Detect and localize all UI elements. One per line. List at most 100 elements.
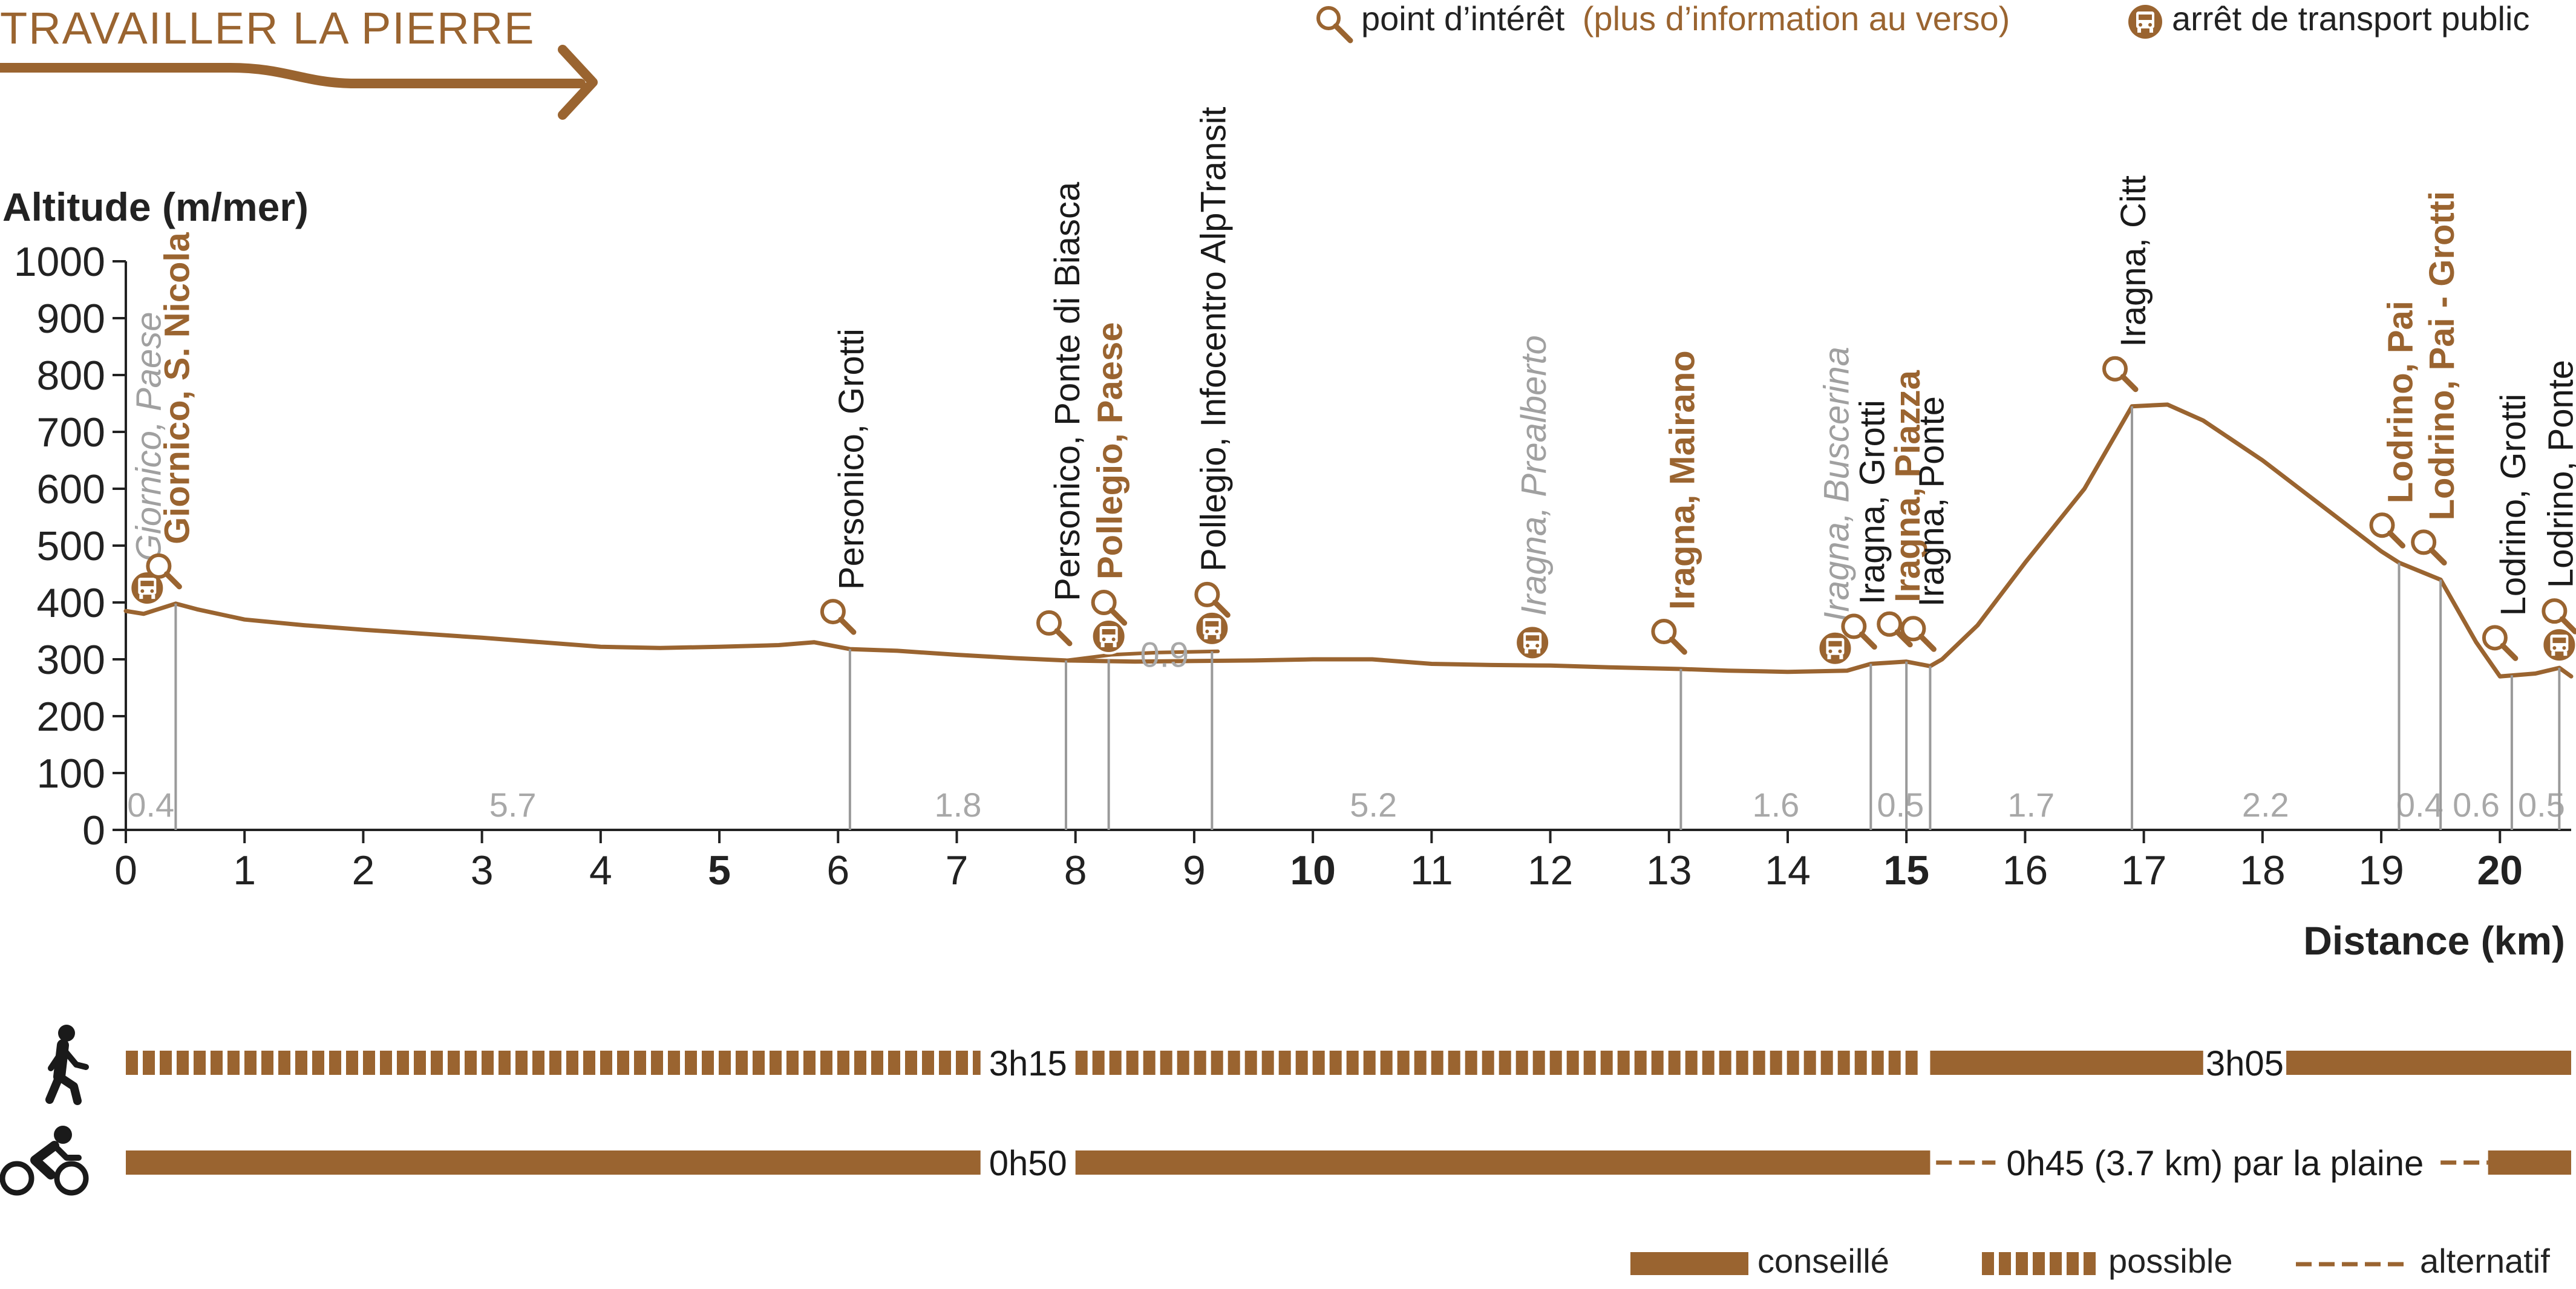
bike-track: 0h50 0h45 (3.7 km) par la plaine (126, 1144, 2571, 1183)
legend-poi-highlight: (plus d’information au verso) (1583, 0, 2010, 38)
waypoint-label: Iragna, Grotti (1852, 400, 1892, 604)
bus-stop-icon (129, 570, 166, 607)
y-tick-label: 500 (37, 523, 105, 569)
legend-alternatif-label: alternatif (2420, 1242, 2550, 1280)
bus-stop-icon (2541, 627, 2576, 664)
waypoint: Iragna, Ponte (1900, 396, 1951, 830)
legend-bus-icon (2128, 5, 2162, 39)
waypoint-label: Iragna, Piazza (1888, 370, 1927, 602)
y-tick-label: 800 (37, 353, 105, 399)
magnifier-icon (1036, 610, 1073, 647)
magnifier-icon (146, 553, 182, 590)
x-tick-label: 11 (1410, 847, 1453, 893)
title-arrow (0, 45, 598, 120)
segment-distance-label: 0.4 (127, 786, 174, 824)
y-tick-label: 400 (37, 580, 105, 626)
segment-distance-label: 0.5 (2518, 786, 2565, 824)
walk-row: 3h15 3h05 (45, 1025, 2571, 1105)
waypoint: Iragna, Grotti (1841, 400, 1892, 830)
waypoint-label: Iragna, Ponte (1912, 396, 1951, 607)
track-duration-label: 0h50 (989, 1144, 1067, 1183)
x-tick-label: 5 (708, 847, 731, 893)
waypoint: Lodrino, Ponte (2541, 360, 2576, 830)
track-conseille (1930, 1051, 2203, 1075)
track-conseille (1075, 1150, 1930, 1175)
track-conseille (126, 1150, 981, 1175)
altitude-profile: 0.9 (123, 402, 2574, 679)
waypoint: Pollegio, Paese (1090, 322, 1130, 830)
segment-distance-label: 5.7 (489, 786, 537, 824)
legend-conseille-label: conseillé (1757, 1242, 1889, 1280)
magnifier-icon (2542, 598, 2576, 635)
track-duration-label: 0h45 (3.7 km) par la plaine (2006, 1144, 2424, 1183)
x-tick-label: 14 (1765, 847, 1811, 893)
segment-distance-label: 0.4 (2396, 786, 2444, 824)
waypoint: Pollegio, Infocentro AlpTransit (1194, 106, 1233, 830)
x-tick-label: 15 (1883, 847, 1929, 893)
waypoint: Iragna, Buscerina (1817, 347, 1856, 667)
legend-conseille-swatch (1630, 1252, 1748, 1275)
segment-distance-label: 0.6 (2453, 786, 2500, 824)
segment-distance-label: 1.8 (935, 786, 982, 824)
segment-distances: 0.4 5.7 1.8 5.2 1.6 0.5 1.7 2.2 0.4 0.6 0.5 (127, 786, 2565, 824)
variant-distance-label: 0.9 (1140, 636, 1189, 675)
x-tick-label: 2 (352, 847, 375, 893)
y-tick-label: 0 (82, 808, 105, 853)
waypoint-label: Lodrino, Pai (2381, 301, 2420, 503)
waypoint-label: Iragna, Prealberto (1514, 335, 1554, 616)
y-axis-title: Altitude (m/mer) (2, 184, 309, 229)
variant-line (1064, 649, 1220, 662)
segment-distance-label: 5.2 (1350, 786, 1397, 824)
waypoint: Giornico, Paese (129, 312, 168, 607)
profile-line (123, 402, 2574, 679)
waypoint: Giornico, S. Nicola (146, 232, 197, 830)
waypoint-label: Pollegio, Paese (1091, 322, 1130, 579)
x-tick-label: 16 (2002, 847, 2048, 893)
waypoint-label: Giornico, S. Nicola (157, 232, 197, 544)
waypoint: Personico, Grotti (820, 328, 871, 830)
magnifier-icon (1091, 590, 1128, 626)
waypoint-label: Personico, Ponte di Biasca (1048, 181, 1087, 601)
y-tick-label: 1000 (14, 239, 105, 285)
x-tick-label: 18 (2240, 847, 2286, 893)
x-tick-label: 9 (1183, 847, 1206, 893)
segment-distance-label: 0.5 (1877, 786, 1924, 824)
waypoint-label: Iragna, Mairano (1662, 350, 1702, 610)
x-tick-label: 13 (1646, 847, 1692, 893)
waypoint: Iragna, Prealberto (1514, 335, 1554, 661)
bus-stop-icon (1514, 624, 1551, 661)
segment-distance-label: 1.6 (1752, 786, 1799, 824)
y-tick-label: 700 (37, 410, 105, 455)
waypoint: Iragna, Citt (2102, 175, 2153, 830)
waypoint-label: Personico, Grotti (832, 328, 871, 590)
bike-row: 0h50 0h45 (3.7 km) par la plaine (0, 1126, 2571, 1196)
y-tick-label: 900 (37, 296, 105, 342)
magnifier-icon (2482, 625, 2519, 661)
legend-poi-icon (1316, 6, 1353, 44)
waypoint: Iragna, Mairano (1651, 350, 1702, 830)
y-tick-label: 200 (37, 694, 105, 740)
magnifier-icon (2369, 512, 2405, 549)
magnifier-icon (2411, 529, 2447, 566)
x-tick-label: 20 (2477, 847, 2523, 893)
x-tick-label: 4 (589, 847, 612, 893)
x-tick-label: 17 (2121, 847, 2167, 893)
y-tick-label: 600 (37, 466, 105, 512)
magnifier-icon (1841, 613, 1877, 650)
magnifier-icon (1194, 581, 1231, 618)
legend-poi-plain: point d’intérêt (1361, 0, 1565, 38)
x-tick-label: 7 (946, 847, 969, 893)
bus-stop-icon (1817, 630, 1854, 667)
waypoint: Lodrino, Pai (2369, 301, 2420, 830)
legend-possible-label: possible (2108, 1242, 2232, 1280)
x-tick-label: 12 (1528, 847, 1574, 893)
magnifier-icon (2102, 356, 2139, 393)
waypoint-label: Lodrino, Ponte (2541, 360, 2576, 588)
bus-stop-icon (1090, 618, 1127, 654)
track-duration-label: 3h15 (989, 1044, 1067, 1083)
waypoint: Lodrino, Pai - Grotti (2411, 191, 2462, 830)
x-axis-title: Distance (km) (2303, 918, 2565, 963)
